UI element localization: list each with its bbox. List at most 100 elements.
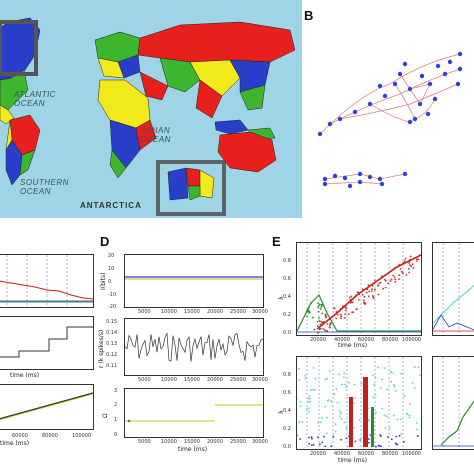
scatter-point [398,434,401,437]
scatter-point [320,320,322,323]
scatter-point [398,264,401,266]
scatter-point [368,438,370,440]
scatter-point [377,444,380,447]
scatter-point [296,397,298,400]
scatter-point [312,443,315,446]
southern-ocean-label: SOUTHERN OCEAN [20,178,69,196]
xtick: 30000 [252,439,268,445]
scatter-point [398,274,401,277]
scatter-point [393,385,396,388]
scatter-point [323,435,325,438]
xtick: 25000 [230,309,246,315]
scatter-point [367,295,370,298]
green-spike [371,407,374,447]
scatter-point [338,310,341,313]
scatter-point [345,437,348,440]
scatter-point [324,329,326,332]
panel-e-top-yticks: 0.8 0.6 0.4 0.2 0.0 [283,258,291,336]
scatter-point [371,285,374,287]
xtick: 10000 [161,309,177,315]
panel-d-mid-ylabel: r (k spikes/s) [98,329,105,368]
scatter-point [349,298,352,301]
scatter-point [299,405,302,408]
scatter-point [416,428,418,431]
ytick: 0 [108,279,111,285]
scatter-point [304,374,307,377]
xtick: 20000 [310,451,326,457]
panel-d-top-yticks: 20 10 0 -10 -20 [108,253,116,310]
scatter-point [317,302,319,304]
xtick: 30000 [252,377,268,383]
scatter-point [308,442,311,445]
scatter-point [307,397,310,400]
scatter-point [415,258,418,261]
ytick: 0.2 [283,312,291,318]
scatter-point [357,299,360,301]
scatter-point [317,421,319,424]
scatter-point [336,401,339,404]
scatter-point [368,420,371,422]
red-spike [363,377,368,447]
panel-c-xticks: 60000 80000 100000 [12,433,91,439]
panel-d-top-plot [125,276,263,280]
scatter-point [317,332,319,334]
scatter-point [329,324,331,327]
scatter-point [382,287,384,290]
scatter-point [324,378,327,381]
xtick: 20000 [310,337,326,343]
panel-c-mid-axes [0,316,94,370]
scatter-point [329,322,332,325]
scatter-point [403,260,406,263]
scatter-point [308,395,311,397]
panel-e-bot-right-plot [433,357,474,449]
scatter-point [398,278,400,281]
scatter-point [319,323,322,326]
scatter-point [384,427,387,429]
scatter-point [338,415,341,418]
scatter-point [381,407,383,410]
country-shape [239,84,266,111]
scatter-point [352,311,354,314]
scatter-point [392,414,395,417]
scatter-point [372,396,375,399]
panel-c-bot-xlabel: time (ms) [0,440,30,447]
scatter-trend [0,392,94,420]
ytick: 0.8 [283,372,291,378]
panel-e-top-xlabel: time (ms) [338,342,368,349]
scatter-point [394,278,396,281]
scatter-point [306,310,309,313]
ytick: -20 [108,304,116,310]
scatter-point [381,378,384,381]
scatter-point [360,382,363,385]
scatter-point [362,288,364,291]
panel-d-label: D [100,234,110,249]
scatter-point [404,257,407,260]
series-green [440,400,474,446]
scatter-point [340,412,342,414]
scatter-point [322,321,325,324]
scatter-point [417,258,420,261]
scatter-point [346,401,348,403]
scatter-point [386,415,388,418]
scatter-point [316,436,319,439]
panel-d-top-xticks: 5000 10000 15000 20000 25000 30000 [138,309,268,315]
scatter-point [321,417,323,419]
ytick: 2 [114,402,117,408]
scatter-point [377,293,380,296]
scatter-point [317,306,319,309]
scatter-point [377,366,379,369]
scatter-point [384,286,387,289]
panel-e-label: E [272,234,281,249]
scatter-point [354,440,357,443]
scatter-point [389,280,392,282]
xtick: 100000 [402,451,421,457]
ytick: 0.0 [283,444,291,450]
scatter-point [409,258,412,261]
scatter-point [298,421,300,423]
series-cyan [432,284,474,324]
scatter-point [368,290,371,293]
scatter-point [353,402,355,405]
scatter-point [393,384,395,386]
scatter-point [334,423,337,426]
scatter-point [366,288,369,291]
